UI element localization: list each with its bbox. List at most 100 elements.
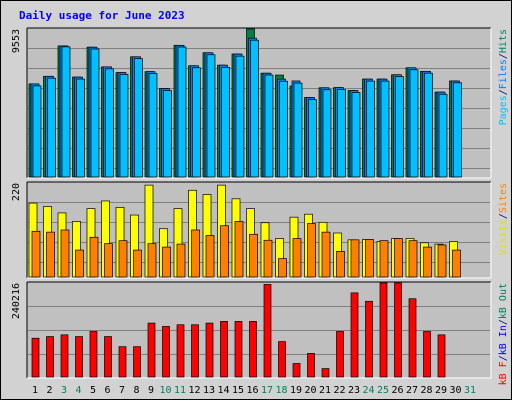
bar-kb-f [437, 334, 446, 378]
bar-kb-f [321, 368, 330, 378]
bar-sites [321, 231, 331, 278]
day-label: 8 [133, 385, 139, 396]
bar-sites [452, 249, 461, 278]
day-label: 10 [159, 385, 171, 396]
bar-pages [163, 90, 172, 178]
bar-pages [61, 46, 71, 178]
bar-pages [119, 74, 129, 178]
bar-pages [351, 92, 361, 178]
bar-pages [250, 39, 259, 178]
day-label: 26 [391, 385, 403, 396]
day-label: 17 [261, 385, 273, 396]
bar-sites [278, 258, 287, 278]
bar-sites [133, 249, 142, 278]
day-label: 12 [188, 385, 200, 396]
bar-kb-f [365, 300, 373, 378]
bar-sites [263, 239, 273, 278]
bar-pages [308, 99, 317, 178]
day-label: 7 [119, 385, 125, 396]
bar-pages [177, 46, 187, 178]
day-label: 14 [217, 385, 229, 396]
day-label: 2 [46, 385, 52, 396]
day-label: 11 [174, 385, 186, 396]
bar-kb-f [89, 331, 98, 378]
panel-max-label: 9553 [11, 29, 22, 53]
bar-sites [350, 239, 360, 278]
bar-pages [322, 89, 332, 178]
day-label: 25 [377, 385, 389, 396]
bar-pages [235, 55, 245, 178]
bar-kb-f [350, 292, 359, 378]
day-label: 20 [304, 385, 316, 396]
day-label: 4 [75, 385, 81, 396]
chart-title: Daily usage for June 2023 [19, 9, 185, 22]
day-label: 15 [232, 385, 244, 396]
bar-kb-f [234, 321, 243, 378]
panel-legend: Pages/Files/Hits [498, 29, 509, 125]
panel-max-label: 240216 [11, 283, 22, 319]
bar-kb-f [147, 322, 156, 378]
bar-sites [176, 243, 186, 278]
day-label: 16 [246, 385, 258, 396]
bar-pages [148, 73, 158, 178]
bar-kb-f [278, 341, 286, 378]
bar-kb-f [379, 282, 388, 378]
legend-entry: / [498, 213, 509, 219]
bar-sites [234, 221, 244, 278]
bar-sites [75, 249, 84, 278]
bar-sites [104, 243, 113, 278]
bar-sites [147, 243, 157, 278]
bar-pages [206, 54, 216, 178]
bar-kb-f [46, 336, 54, 378]
day-label: 30 [449, 385, 461, 396]
bar-pages [32, 85, 42, 178]
bar-pages [438, 93, 448, 178]
day-label: 13 [203, 385, 215, 396]
bar-sites [89, 236, 99, 278]
bar-kb-f [205, 322, 214, 378]
bar-kb-f [104, 336, 112, 378]
bar-kb-f [118, 346, 127, 378]
bar-sites [31, 230, 41, 278]
bar-sites [408, 240, 418, 278]
bar-sites [423, 246, 432, 278]
day-label: 29 [435, 385, 447, 396]
legend-entry: / [498, 53, 509, 59]
bar-sites [162, 246, 171, 278]
bar-sites [205, 235, 215, 278]
bar-pages [76, 78, 85, 178]
day-label: 3 [61, 385, 67, 396]
bar-sites [437, 244, 447, 278]
bar-pages [366, 80, 375, 178]
day-label: 21 [319, 385, 331, 396]
bar-sites [292, 238, 302, 278]
panel-legend: Visits/Sites [498, 183, 509, 255]
bar-kb-f [249, 321, 257, 378]
bar-pages [395, 76, 404, 178]
legend-entry: / [498, 319, 509, 325]
bar-kb-f [307, 353, 315, 378]
bar-sites [60, 229, 70, 278]
bar-pages [105, 68, 114, 178]
bar-kb-f [394, 282, 402, 378]
legend-entry: kB F [498, 361, 509, 385]
bar-pages [221, 66, 230, 178]
legend-entry: Pages [498, 95, 509, 125]
bar-pages [47, 77, 56, 178]
bar-kb-f [31, 337, 40, 378]
bar-sites [307, 223, 316, 278]
day-label: 31 [464, 385, 476, 396]
bar-kb-f [263, 284, 272, 378]
bar-sites [336, 251, 345, 278]
bar-pages [424, 72, 433, 178]
day-label: 23 [348, 385, 360, 396]
bar-pages [90, 48, 100, 178]
bar-pages [192, 67, 201, 178]
bar-kb-f [292, 363, 301, 378]
panel-max-label: 220 [11, 183, 22, 201]
legend-entry: Hits [498, 29, 509, 53]
bar-kb-f [133, 346, 141, 378]
